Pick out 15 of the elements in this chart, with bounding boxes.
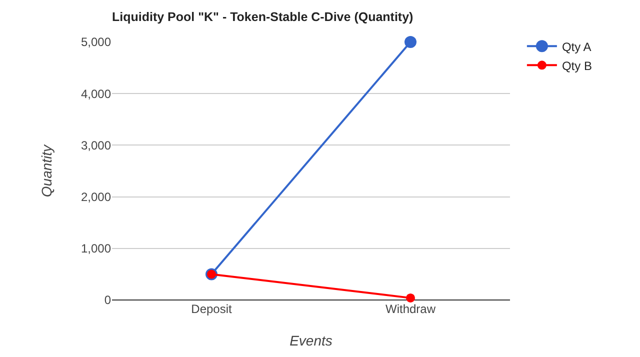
y-axis-title: Quantity xyxy=(38,144,55,198)
x-tick-label: Deposit xyxy=(191,302,233,316)
point xyxy=(406,293,415,302)
x-tick-label: Withdraw xyxy=(385,302,436,316)
y-tick-label: 4,000 xyxy=(80,86,112,101)
legend-label: Qty B xyxy=(562,58,592,73)
y-tick-label: 3,000 xyxy=(80,138,112,152)
point xyxy=(404,36,416,48)
y-tick-label: 5,000 xyxy=(80,35,112,50)
y-tick-label: 1,000 xyxy=(80,242,112,256)
chart-title: Liquidity Pool "K" - Token-Stable C-Dive (Quantity) xyxy=(112,10,414,24)
y-tick-label: 0 xyxy=(104,293,112,308)
legend-label: Qty A xyxy=(562,40,592,54)
y-tick-label: 2,000 xyxy=(80,190,112,204)
x-axis-title: Events xyxy=(290,332,332,348)
